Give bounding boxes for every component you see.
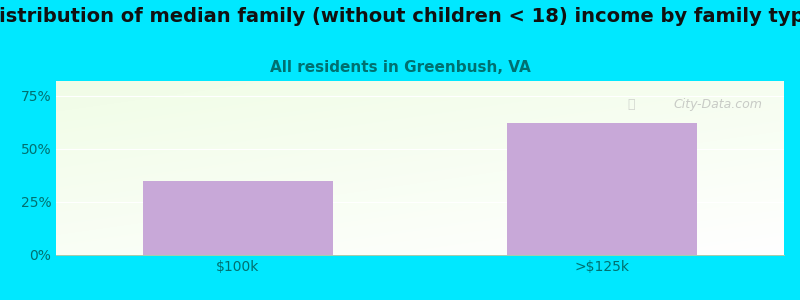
- Text: Distribution of median family (without children < 18) income by family type: Distribution of median family (without c…: [0, 8, 800, 26]
- Text: City-Data.com: City-Data.com: [674, 98, 762, 111]
- Bar: [143, 181, 333, 255]
- Bar: [507, 123, 697, 255]
- Text: All residents in Greenbush, VA: All residents in Greenbush, VA: [270, 60, 530, 75]
- Text: ⓘ: ⓘ: [627, 98, 634, 110]
